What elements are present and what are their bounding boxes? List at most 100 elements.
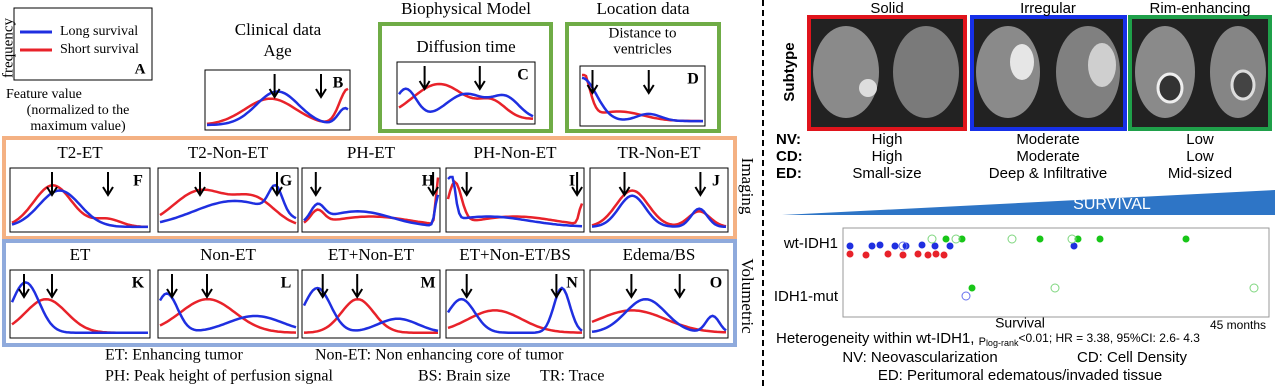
row-label: ED: (776, 165, 802, 182)
subtypes: Subtype Solid Irregular Rim-enhancing (781, 0, 1272, 131)
scan (813, 26, 879, 118)
dot (846, 250, 854, 258)
abbreviation: CD: Cell Density (1077, 349, 1188, 366)
group-box (565, 22, 721, 133)
trait-table: NV: High Moderate Low CD: High Moderate Low ED: S… (776, 131, 1232, 182)
dot (876, 241, 884, 249)
curve-long (447, 175, 583, 228)
lesion (859, 79, 877, 97)
footer-note: BS: Brain size (418, 368, 510, 385)
curve-short (304, 297, 438, 335)
panel-letter: I (569, 173, 575, 190)
panel-letter: G (280, 173, 293, 190)
abbreviation: NV: Neovascularization (842, 349, 997, 366)
legend-label: Long survival (60, 24, 138, 39)
panel-title: T2-ET (57, 143, 103, 162)
arrow (351, 274, 364, 299)
dot (862, 251, 870, 259)
dot (931, 242, 939, 250)
curve-short (303, 177, 440, 225)
arrow (316, 274, 329, 299)
subtype-name: Irregular (1020, 0, 1076, 17)
scan (1135, 26, 1195, 118)
x-label: Feature value (6, 87, 82, 102)
dot (1249, 283, 1259, 293)
dot (1182, 235, 1190, 243)
arrow (418, 66, 431, 91)
dot (946, 242, 954, 250)
trait-value: Moderate (1016, 148, 1079, 165)
stats-p: P (979, 336, 986, 348)
arrow (460, 274, 473, 299)
arrow (571, 172, 583, 197)
panel-title: ET+Non-ET/BS (459, 245, 571, 264)
curve-long (302, 286, 439, 333)
dot (914, 250, 922, 258)
group-box (378, 22, 553, 133)
banner: SURVIVAL (1073, 196, 1151, 213)
dot (891, 242, 899, 250)
legend: Long survival Short survival A frequency… (0, 7, 153, 134)
dot (1070, 242, 1078, 250)
panel-letter: N (566, 275, 578, 292)
footer-note: TR: Trace (540, 368, 604, 385)
panel-title: TR-Non-ET (617, 143, 701, 162)
arrow (194, 172, 206, 197)
stats-p-sub: log-rank (986, 338, 1019, 348)
dot (868, 242, 876, 250)
survival-wedge (782, 190, 1275, 215)
legend-label: Short survival (60, 42, 139, 57)
arrow (586, 70, 599, 95)
curve-short (591, 309, 727, 334)
dot (899, 251, 907, 259)
group-title: Location data (597, 0, 690, 18)
dot (942, 235, 950, 243)
arrow (268, 74, 281, 99)
trait-value: Low (1186, 148, 1214, 165)
arrow (673, 274, 686, 299)
trait-value: Mid-sized (1168, 165, 1232, 182)
panel-letter: A (135, 61, 146, 77)
panel-frame (9, 269, 151, 339)
panel-letter: B (333, 75, 344, 92)
curve-short (447, 309, 582, 334)
panel-title: ventricles (613, 41, 671, 57)
dot (884, 250, 892, 258)
arrow (201, 274, 213, 299)
panel-frame (9, 167, 151, 233)
curve-long (159, 183, 297, 224)
curve-long (581, 76, 703, 123)
group-box (2, 239, 737, 347)
panel-letter: O (710, 275, 722, 292)
trait-value: High (872, 148, 903, 165)
x-label: maximum value) (30, 119, 126, 134)
arrow (427, 172, 439, 197)
group-box (2, 136, 737, 240)
panel-letter: J (712, 173, 720, 190)
arrow (102, 172, 114, 197)
dots (846, 234, 1259, 301)
footer: ET: Enhancing tumor Non-ET: Non enhancin… (105, 347, 604, 385)
stats-text: <0.01; HR = 3.38, 95%CI: 2.6- 4.3 (1018, 331, 1200, 345)
curve-long (591, 194, 727, 229)
panel-letter: H (422, 173, 435, 190)
subtype-name: Solid (870, 0, 903, 17)
panel-title: Distance to (609, 25, 677, 41)
group-title: Biophysical Model (401, 0, 531, 18)
row-label: IDH1-mut (774, 288, 839, 305)
panel-letter: M (420, 275, 435, 292)
dot (924, 251, 932, 259)
legend-box (13, 7, 153, 81)
dot (961, 291, 971, 301)
subtype-solid: Solid (807, 0, 967, 131)
trait-value: Deep & Infiltrative (989, 165, 1107, 182)
panel-letter: D (687, 71, 699, 88)
panel-letter: L (281, 275, 292, 292)
panel-title: Edema/BS (623, 245, 696, 264)
row-label: wt-IDH1 (783, 235, 838, 252)
dot (951, 234, 961, 244)
curve-long (158, 292, 297, 332)
dot (940, 251, 948, 259)
